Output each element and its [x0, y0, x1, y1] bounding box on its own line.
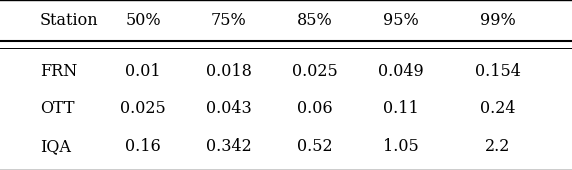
Text: 0.52: 0.52: [297, 138, 332, 155]
Text: 0.11: 0.11: [383, 100, 418, 117]
Text: 0.018: 0.018: [206, 63, 252, 80]
Text: 0.01: 0.01: [125, 63, 161, 80]
Text: 85%: 85%: [297, 12, 332, 29]
Text: 0.16: 0.16: [125, 138, 161, 155]
Text: 0.025: 0.025: [292, 63, 337, 80]
Text: 0.24: 0.24: [480, 100, 515, 117]
Text: 99%: 99%: [480, 12, 515, 29]
Text: OTT: OTT: [40, 100, 74, 117]
Text: FRN: FRN: [40, 63, 77, 80]
Text: 0.025: 0.025: [120, 100, 166, 117]
Text: 0.043: 0.043: [206, 100, 252, 117]
Text: Station: Station: [40, 12, 98, 29]
Text: 0.154: 0.154: [475, 63, 521, 80]
Text: 0.049: 0.049: [378, 63, 423, 80]
Text: IQA: IQA: [40, 138, 71, 155]
Text: 75%: 75%: [211, 12, 247, 29]
Text: 2.2: 2.2: [485, 138, 510, 155]
Text: 0.06: 0.06: [297, 100, 332, 117]
Text: 50%: 50%: [125, 12, 161, 29]
Text: 1.05: 1.05: [383, 138, 418, 155]
Text: 95%: 95%: [383, 12, 418, 29]
Text: 0.342: 0.342: [206, 138, 252, 155]
